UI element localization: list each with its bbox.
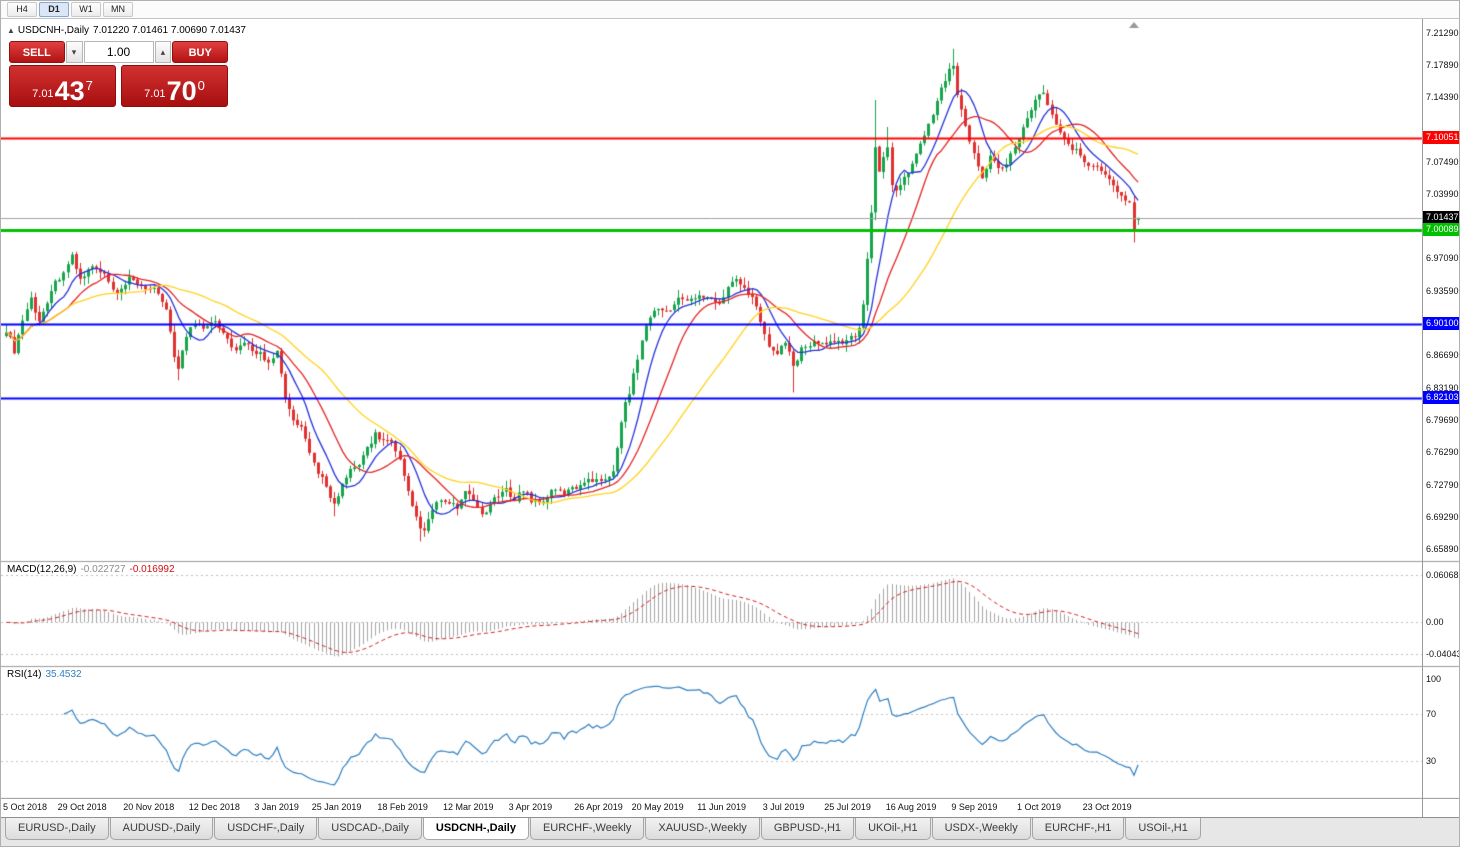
rsi-name: RSI(14) [7, 669, 42, 680]
chart-tab-eurusd-daily[interactable]: EURUSD-,Daily [5, 818, 109, 840]
time-scale[interactable] [1, 799, 1422, 819]
chart-ohlc-values: 7.01220 7.01461 7.00690 7.01437 [93, 25, 246, 36]
timeframe-toolbar: H4 D1 W1 MN [1, 1, 1459, 19]
price-scale[interactable] [1423, 19, 1459, 799]
chart-tab-gbpusd-h1[interactable]: GBPUSD-,H1 [760, 818, 855, 840]
buy-button[interactable]: BUY [172, 41, 228, 63]
macd-indicator-label: MACD(12,26,9) -0.022727 -0.016992 [7, 564, 175, 575]
chart-tab-usdcad-daily[interactable]: USDCAD-,Daily [318, 818, 422, 840]
volume-decrease-button[interactable]: ▾ [65, 41, 83, 63]
chart-title: ▲ USDCNH-,Daily 7.01220 7.01461 7.00690 7.… [7, 25, 246, 36]
buy-price-pip: 0 [197, 78, 205, 93]
chart-tab-eurchf-h1[interactable]: EURCHF-,H1 [1031, 818, 1125, 840]
chart-region: 7.21290 7.17890 7.14390 7.07490 7.03990 6.970… [1, 19, 1459, 819]
chart-symbol-label: USDCNH-,Daily [17, 25, 90, 36]
buy-price-display[interactable]: 7.01 70 0 [121, 65, 228, 107]
sell-price-display[interactable]: 7.01 43 7 [9, 65, 116, 107]
sell-button[interactable]: SELL [9, 41, 65, 63]
timeframe-button-h4[interactable]: H4 [7, 2, 37, 17]
timeframe-button-mn[interactable]: MN [103, 2, 133, 17]
macd-signal-value: -0.016992 [129, 564, 175, 575]
sell-price-main: 43 [54, 76, 85, 106]
chart-tab-ukoil-h1[interactable]: UKOil-,H1 [855, 818, 931, 840]
rsi-indicator-label: RSI(14) 35.4532 [7, 669, 82, 680]
chart-tab-eurchf-weekly[interactable]: EURCHF-,Weekly [529, 818, 645, 840]
collapse-trade-widget-icon[interactable]: ▲ [7, 26, 15, 35]
buy-price-main: 70 [166, 76, 197, 106]
macd-name: MACD(12,26,9) [7, 564, 77, 575]
sell-price-prefix: 7.01 [32, 88, 54, 100]
timeframe-button-d1[interactable]: D1 [39, 2, 69, 17]
sell-price-pip: 7 [85, 78, 93, 93]
chart-tab-bar: EURUSD-,Daily AUDUSD-,Daily USDCHF-,Daily U… [1, 817, 1459, 846]
rsi-value: 35.4532 [45, 669, 82, 680]
chart-tab-audusd-daily[interactable]: AUDUSD-,Daily [109, 818, 214, 840]
chart-tab-usoil-h1[interactable]: USOil-,H1 [1125, 818, 1201, 840]
volume-input[interactable] [83, 41, 154, 63]
chart-tab-usdx-weekly[interactable]: USDX-,Weekly [931, 818, 1031, 840]
chart-tab-xauusd-weekly[interactable]: XAUUSD-,Weekly [645, 818, 760, 840]
volume-increase-button[interactable]: ▴ [154, 41, 172, 63]
chart-tab-usdcnh-daily[interactable]: USDCNH-,Daily [422, 818, 529, 840]
buy-price-prefix: 7.01 [144, 88, 166, 100]
candlestick-chart-canvas[interactable] [1, 19, 1459, 799]
chart-tab-usdchf-daily[interactable]: USDCHF-,Daily [214, 818, 318, 840]
price-scale-divider [1422, 19, 1423, 819]
timeframe-button-w1[interactable]: W1 [71, 2, 101, 17]
macd-main-value: -0.022727 [80, 564, 126, 575]
